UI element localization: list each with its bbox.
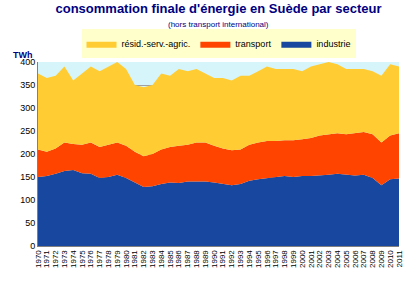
svg-text:1984: 1984 — [157, 250, 166, 268]
svg-text:1987: 1987 — [183, 250, 192, 268]
svg-text:résid.-serv.-agric.: résid.-serv.-agric. — [122, 39, 191, 49]
svg-text:1974: 1974 — [69, 250, 78, 268]
svg-text:1991: 1991 — [219, 250, 228, 268]
svg-text:1994: 1994 — [245, 250, 254, 268]
svg-text:1998: 1998 — [280, 250, 289, 268]
svg-text:2007: 2007 — [359, 250, 368, 268]
svg-text:2002: 2002 — [315, 250, 324, 268]
svg-text:0: 0 — [30, 241, 35, 251]
svg-text:50: 50 — [25, 218, 35, 228]
svg-text:1982: 1982 — [139, 250, 148, 268]
svg-text:2006: 2006 — [351, 250, 360, 268]
svg-text:transport: transport — [235, 39, 271, 49]
svg-text:1979: 1979 — [113, 250, 122, 268]
svg-text:(hors transport international): (hors transport international) — [168, 20, 269, 29]
svg-text:1971: 1971 — [42, 250, 51, 268]
svg-text:1995: 1995 — [254, 250, 263, 268]
svg-text:2000: 2000 — [298, 250, 307, 268]
svg-text:2001: 2001 — [307, 250, 316, 268]
svg-text:1988: 1988 — [192, 250, 201, 268]
svg-text:1990: 1990 — [210, 250, 219, 268]
svg-text:industrie: industrie — [316, 39, 350, 49]
svg-text:1976: 1976 — [86, 250, 95, 268]
svg-text:2008: 2008 — [368, 250, 377, 268]
svg-text:100: 100 — [20, 195, 35, 205]
svg-text:400: 400 — [20, 57, 35, 67]
svg-text:1989: 1989 — [201, 250, 210, 268]
svg-text:1999: 1999 — [289, 250, 298, 268]
svg-text:1977: 1977 — [95, 250, 104, 268]
svg-text:2003: 2003 — [324, 250, 333, 268]
svg-text:TWh: TWh — [13, 50, 33, 60]
svg-text:2010: 2010 — [386, 250, 395, 268]
svg-text:1983: 1983 — [148, 250, 157, 268]
svg-text:1997: 1997 — [271, 250, 280, 268]
svg-text:1986: 1986 — [174, 250, 183, 268]
svg-text:1975: 1975 — [78, 250, 87, 268]
svg-text:1972: 1972 — [51, 250, 60, 268]
svg-text:consommation finale d'énergie: consommation finale d'énergie en Suède p… — [55, 1, 381, 16]
svg-text:1970: 1970 — [34, 250, 43, 268]
svg-text:1993: 1993 — [236, 250, 245, 268]
svg-text:150: 150 — [20, 172, 35, 182]
svg-text:1985: 1985 — [166, 250, 175, 268]
svg-text:1996: 1996 — [263, 250, 272, 268]
svg-text:2005: 2005 — [342, 250, 351, 268]
svg-text:1981: 1981 — [130, 250, 139, 268]
svg-text:2009: 2009 — [377, 250, 386, 268]
svg-text:2004: 2004 — [333, 250, 342, 268]
svg-text:300: 300 — [20, 103, 35, 113]
svg-text:1978: 1978 — [104, 250, 113, 268]
svg-text:250: 250 — [20, 126, 35, 136]
svg-text:350: 350 — [20, 80, 35, 90]
svg-text:1973: 1973 — [60, 250, 69, 268]
svg-text:200: 200 — [20, 149, 35, 159]
svg-text:1992: 1992 — [227, 250, 236, 268]
svg-text:1980: 1980 — [122, 250, 131, 268]
svg-text:2011: 2011 — [395, 250, 404, 268]
